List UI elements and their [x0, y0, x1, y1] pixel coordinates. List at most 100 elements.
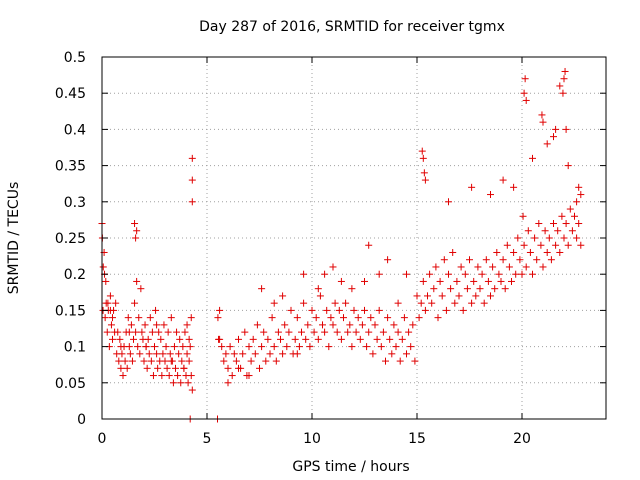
data-point [407, 343, 415, 351]
y-tick-label: 0.5 [64, 50, 86, 66]
data-point [455, 292, 463, 300]
data-point [340, 314, 347, 322]
data-point [564, 162, 572, 170]
data-point [133, 227, 141, 235]
data-point [137, 285, 145, 293]
data-point [135, 314, 143, 322]
data-point [268, 314, 276, 322]
data-point [291, 335, 299, 343]
data-point [547, 256, 555, 264]
data-point [333, 328, 341, 336]
data-point [247, 357, 255, 365]
data-point [148, 328, 156, 336]
data-point [167, 314, 175, 322]
data-point [468, 299, 476, 307]
data-point [314, 335, 322, 343]
data-point [157, 335, 165, 343]
data-point [501, 285, 509, 293]
data-point [550, 220, 557, 228]
data-point [566, 205, 574, 213]
data-point [180, 364, 188, 372]
chart-title: Day 287 of 2016, SRMTID for receiver tgm… [199, 19, 505, 35]
data-point [354, 314, 362, 322]
data-point [295, 343, 303, 351]
data-point [489, 263, 497, 271]
x-tick-label: 15 [408, 431, 426, 447]
data-points [98, 67, 585, 423]
data-point [188, 386, 196, 394]
data-point [375, 306, 383, 314]
data-point [256, 364, 263, 372]
data-point [503, 241, 511, 249]
data-point [321, 270, 329, 278]
data-point [141, 321, 149, 329]
data-point [522, 263, 530, 271]
data-point [428, 299, 436, 307]
data-point [136, 350, 144, 358]
data-point [185, 357, 193, 365]
data-point [541, 227, 549, 235]
data-point [145, 350, 153, 358]
data-point [235, 335, 242, 343]
data-point [251, 350, 259, 358]
data-point [185, 335, 193, 343]
data-point [538, 111, 546, 119]
data-point [327, 314, 335, 322]
data-point [176, 335, 184, 343]
data-point [155, 328, 163, 336]
data-point [166, 350, 174, 358]
data-point [466, 256, 473, 264]
data-point [264, 335, 272, 343]
data-point [249, 335, 257, 343]
data-point [390, 321, 398, 329]
data-point [159, 350, 167, 358]
data-point [453, 277, 461, 285]
data-point [300, 299, 308, 307]
data-point [293, 350, 301, 358]
data-point [188, 198, 196, 206]
data-point [293, 314, 301, 322]
data-point [218, 343, 226, 351]
data-point [253, 321, 261, 329]
data-point [187, 314, 195, 322]
data-point [119, 372, 127, 380]
data-point [121, 357, 129, 365]
data-point [224, 379, 232, 387]
data-point [535, 220, 543, 228]
data-point [539, 118, 547, 126]
data-point [365, 328, 373, 336]
data-point [451, 299, 459, 307]
y-tick-label: 0.25 [55, 231, 86, 247]
data-point [495, 270, 503, 278]
data-point [178, 357, 186, 365]
data-point [266, 350, 274, 358]
data-point [283, 343, 291, 351]
data-point [304, 321, 312, 329]
data-point [514, 234, 522, 242]
data-point [499, 256, 507, 264]
data-point [220, 357, 228, 365]
data-point [396, 357, 404, 365]
data-point [131, 299, 139, 307]
data-point [461, 270, 469, 278]
data-point [478, 270, 486, 278]
data-point [143, 364, 151, 372]
data-point [310, 328, 318, 336]
data-point [153, 350, 161, 358]
data-point [577, 191, 585, 199]
data-point [184, 379, 192, 387]
data-point [573, 198, 581, 206]
data-point [319, 321, 326, 329]
data-point [510, 248, 518, 256]
data-point [510, 183, 518, 191]
data-point [403, 350, 410, 358]
data-point [568, 227, 576, 235]
data-point [379, 328, 387, 336]
data-point [118, 350, 126, 358]
data-point [361, 306, 368, 314]
data-point [167, 357, 175, 365]
data-point [316, 292, 324, 300]
data-point [133, 277, 141, 285]
data-point [369, 350, 377, 358]
data-point [138, 328, 146, 336]
